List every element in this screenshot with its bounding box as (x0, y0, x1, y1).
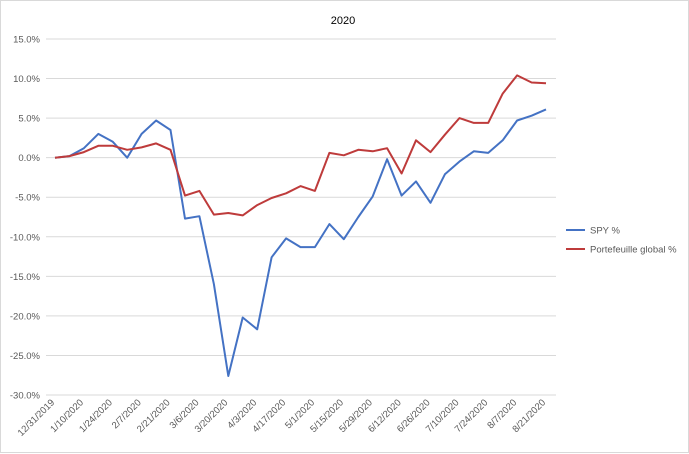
y-tick-label: 15.0% (13, 35, 40, 46)
y-tick-label: -30.0% (10, 391, 41, 402)
y-tick-label: -25.0% (10, 351, 41, 362)
legend-label: Portefeuille global % (590, 245, 677, 256)
series-line-0 (54, 108, 547, 377)
chart-title: 2020 (331, 15, 355, 27)
legend-label: SPY % (590, 226, 620, 237)
y-tick-label: -20.0% (10, 311, 41, 322)
x-axis-ticks: 12/31/20191/10/20201/24/20202/7/20202/21… (16, 397, 548, 438)
x-tick-label: 12/31/2019 (16, 397, 57, 438)
y-tick-label: -10.0% (10, 232, 41, 243)
y-tick-label: -15.0% (10, 272, 41, 283)
series-lines (54, 74, 547, 377)
gridlines (46, 38, 556, 396)
y-tick-label: 10.0% (13, 74, 40, 85)
series-line-1 (54, 74, 547, 217)
y-tick-label: 5.0% (18, 114, 40, 125)
legend: SPY % Portefeuille global % (566, 226, 677, 256)
y-axis-ticks: 15.0% 10.0% 5.0% 0.0% -5.0% -10.0% -15.0% -20.0… (10, 35, 41, 402)
y-tick-label: -5.0% (15, 193, 40, 204)
y-tick-label: 0.0% (18, 153, 40, 164)
